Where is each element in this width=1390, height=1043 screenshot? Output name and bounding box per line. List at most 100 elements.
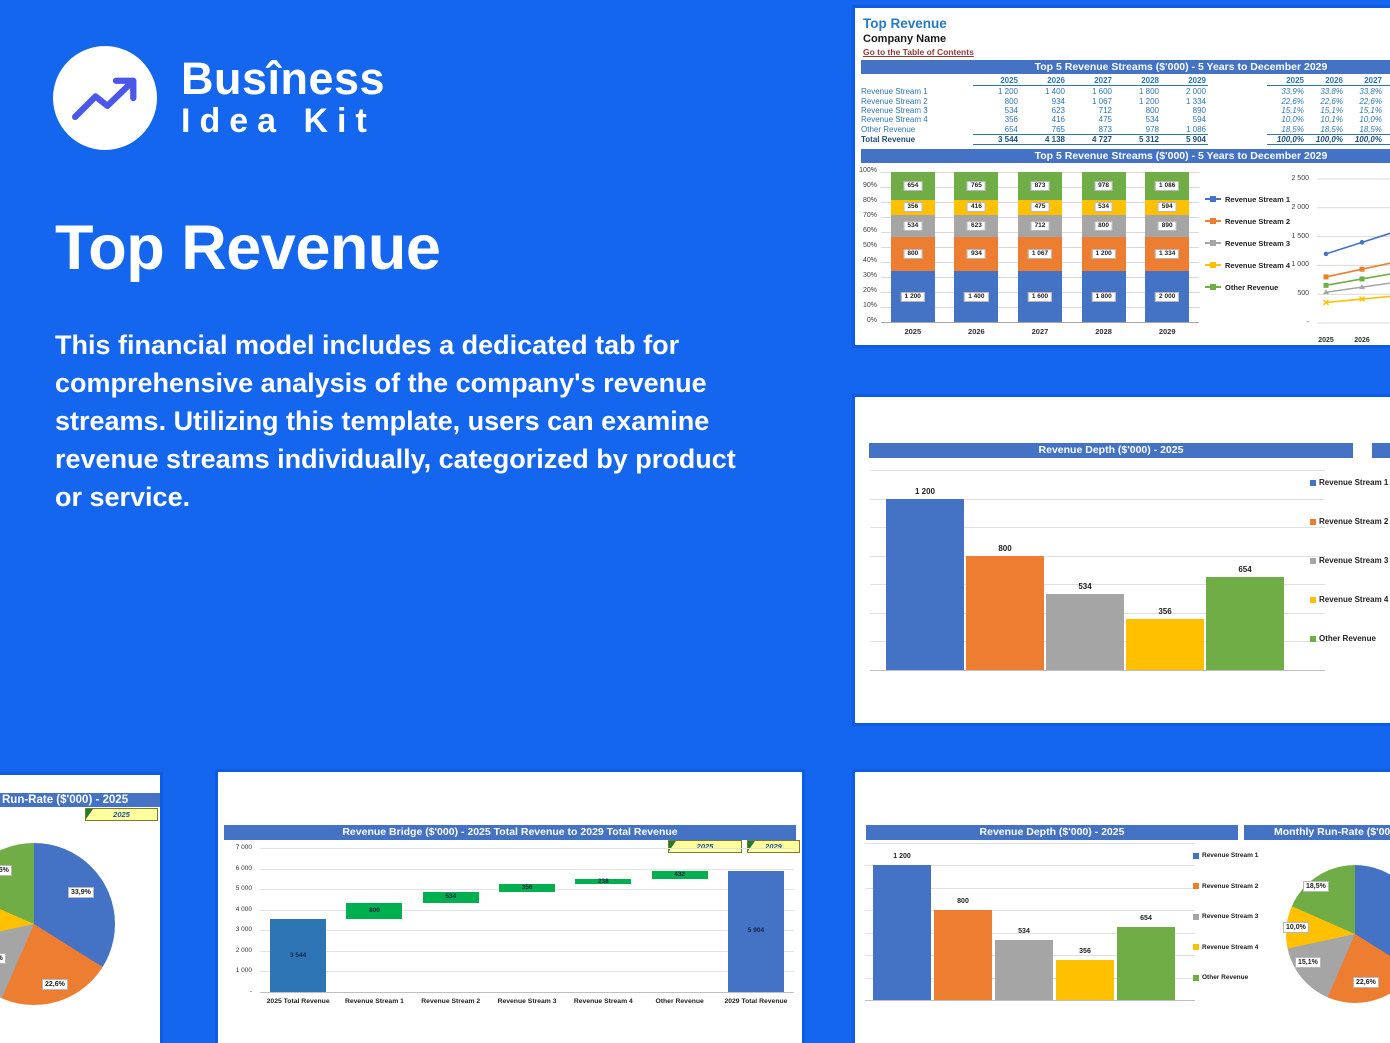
selector-flag-icon <box>86 809 93 819</box>
brand-wordmark: Busîness Idea Kit <box>181 56 385 141</box>
data-label: 978 <box>1094 180 1114 191</box>
table-cell: 22,6% <box>1281 96 1304 106</box>
table-cell: 356 <box>1004 115 1018 125</box>
data-label: 594 <box>1157 202 1177 213</box>
brand: Busîness Idea Kit <box>53 46 385 150</box>
bar <box>346 902 403 920</box>
table-cell: 623 <box>1051 105 1065 115</box>
data-label: 890 <box>1157 220 1177 231</box>
toc-link[interactable]: Go to the Table of Contents <box>863 47 974 57</box>
data-label: 1 200 <box>900 291 925 302</box>
axis-category-label: 2027 <box>1031 327 1049 336</box>
legend-label: Other Revenue <box>1202 974 1249 981</box>
from-year-selector[interactable]: 2025 <box>668 840 742 853</box>
legend-label: Revenue Stream 1 <box>1202 852 1259 859</box>
line-chart-canvas <box>1317 178 1390 324</box>
axis-category-label: 2026 <box>1354 337 1370 344</box>
table-title-bar: Top 5 Revenue Streams ($'000) - 5 Years … <box>861 60 1390 74</box>
table-cell: 978 <box>1145 124 1159 134</box>
axis-category-label: Other Revenue <box>655 998 704 1005</box>
grid-line <box>260 950 794 952</box>
data-label: 534 <box>1078 581 1092 591</box>
bar <box>995 940 1053 1000</box>
table-cell: 5 312 <box>1114 134 1161 146</box>
grid-line <box>865 1000 1195 1001</box>
table-cell: 18,5% <box>1359 124 1382 134</box>
revenue-depth-legend: Revenue Stream 1 Revenue Stream 2 Revenue … <box>855 397 1390 723</box>
data-label: 1 800 <box>1091 291 1116 302</box>
table-cell: 890 <box>1192 105 1206 115</box>
table-cell: 33,8% <box>1320 87 1343 97</box>
legend-label: Revenue Stream 4 <box>1225 260 1291 270</box>
grid-line <box>865 865 1195 867</box>
run-rate-title-bar: Run-Rate ($'000) - 2025 <box>0 793 160 807</box>
table-cell: 3 544 <box>973 134 1020 146</box>
table-cell: 15,1% <box>1384 106 1390 115</box>
table-cell: 33,9% <box>1384 87 1390 96</box>
pie-data-label: 18,5% <box>1303 881 1329 892</box>
legend-label: Revenue Stream 1 <box>1319 478 1389 487</box>
legend-item: Revenue Stream 3 <box>1310 556 1388 565</box>
bar <box>886 498 964 670</box>
grid-line <box>865 910 1195 912</box>
data-label: 2 000 <box>1155 291 1180 302</box>
table-cell: 100,0% <box>1345 134 1384 146</box>
bar <box>966 555 1044 670</box>
data-label: 534 <box>445 893 457 901</box>
data-label: 1 400 <box>964 291 989 302</box>
legend-item: Other Revenue <box>1193 974 1248 981</box>
bar <box>651 870 708 880</box>
table-cell: 15,1% <box>1320 105 1343 115</box>
streams-line-legend: Revenue Stream 1 Revenue Stream 2 Revenue … <box>1205 171 1290 339</box>
legend-item: Revenue Stream 2 <box>1205 216 1291 226</box>
bar <box>727 870 784 992</box>
table-cell: 2027 <box>1345 76 1384 86</box>
data-label: 356 <box>1079 948 1091 956</box>
table-cell: Revenue Stream 4 <box>861 115 928 125</box>
axis-tick-label: 20% <box>862 287 877 294</box>
table-cell: 22,6% <box>1359 96 1382 106</box>
table-cell: 33,8% <box>1359 87 1382 97</box>
stacked-column: 1 400 934 623 416 765 <box>954 172 999 322</box>
table-cell: 10,0% <box>1359 115 1382 125</box>
data-label: 3 544 <box>290 951 307 959</box>
table-cell: 2027 <box>1067 76 1114 86</box>
grid-line <box>865 887 1195 889</box>
legend-item: Revenue Stream 1 <box>1310 478 1388 487</box>
axis-category-label: Revenue Stream 2 <box>421 998 481 1005</box>
axis-tick-label: 1 000 <box>235 967 252 975</box>
pie-data-label: 22,6% <box>1353 977 1379 988</box>
legend-item: Revenue Stream 2 <box>1193 883 1258 890</box>
to-year-selector-value: 2029 <box>765 842 782 851</box>
axis-tick-label: 2 500 <box>1291 175 1309 182</box>
stacked-column: 1 800 1 200 800 534 978 <box>1081 172 1126 322</box>
table-cell: 2028 <box>1384 76 1390 86</box>
table-cell: Revenue Stream 3 <box>861 105 928 115</box>
legend-label: Revenue Stream 1 <box>1225 194 1291 204</box>
grid-line <box>260 848 794 849</box>
bar <box>1206 576 1284 670</box>
legend-marker-point <box>1210 196 1216 202</box>
axis-tick-label: 1 500 <box>1291 232 1309 240</box>
grid-line <box>260 991 794 993</box>
to-year-selector[interactable]: 2029 <box>747 840 800 853</box>
panel-revenue-bridge: Revenue Bridge ($'000) - 2025 Total Reve… <box>215 769 805 1043</box>
legend-item: Revenue Stream 1 <box>1193 852 1258 859</box>
legend-label: Revenue Stream 2 <box>1225 216 1291 226</box>
data-label: 800 <box>998 543 1012 553</box>
table-cell: 100,0% <box>1306 134 1345 146</box>
company-name: Company Name <box>863 33 947 45</box>
grid-line <box>260 868 794 870</box>
table-cell: Revenue Stream 2 <box>861 96 928 106</box>
pie-data-label: 22,6% <box>42 979 68 990</box>
year-selector[interactable]: 2025 <box>85 808 158 821</box>
data-label: 934 <box>966 249 986 260</box>
legend-line-marker <box>1205 262 1221 268</box>
data-label: 5 904 <box>747 927 765 935</box>
data-label: 356 <box>521 883 533 891</box>
stacked-column: 2 000 1 334 890 594 1 086 <box>1145 172 1190 322</box>
legend-line-marker <box>1205 218 1221 224</box>
legend-line-marker <box>1205 240 1221 246</box>
table-cell: 2028 <box>1114 76 1161 86</box>
legend-marker-point <box>1210 218 1216 224</box>
